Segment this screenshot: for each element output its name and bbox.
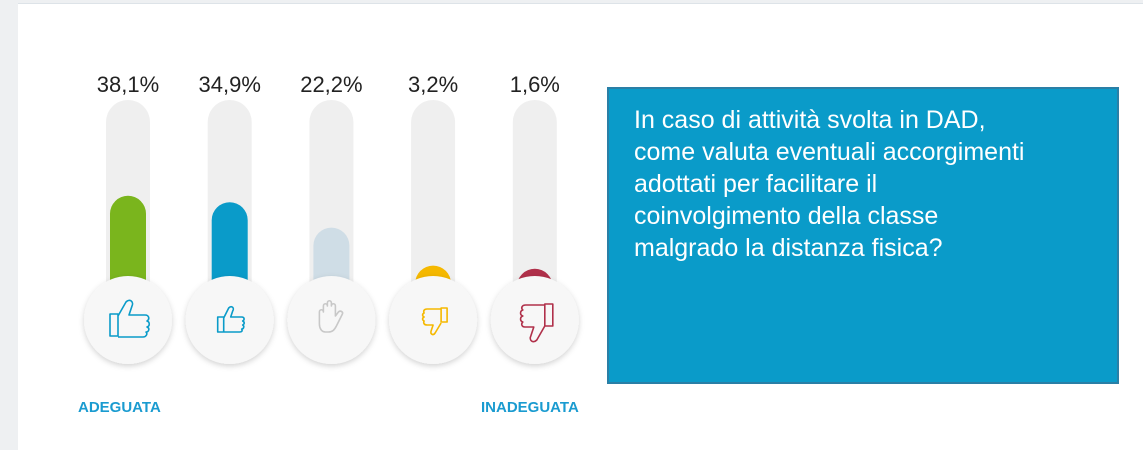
question-line: malgrado la distanza fisica? [634,234,943,262]
icon [109,299,151,338]
question-line: come valuta eventuali accorgimenti [634,138,1024,166]
left-label: ADEGUATA [78,399,161,416]
value-label: 22,2% [300,72,362,97]
icon-circle [287,276,376,364]
question-line: In caso di attività svolta in DAD, [634,106,986,134]
value-label: 3,2% [408,72,458,97]
icon-circle [84,276,172,364]
right-label: INADEGUATA [481,399,579,416]
icon [519,303,554,343]
value-label: 1,6% [510,72,560,97]
question-box [607,87,1119,384]
icon [421,307,448,336]
icon [216,305,245,333]
value-label: 34,9% [199,72,261,97]
icon-circle [490,276,579,364]
icon [318,299,344,333]
icon-circle [389,276,478,364]
question-line: adottati per facilitare il [634,170,877,198]
question-line: coinvolgimento della classe [634,202,938,230]
icon-circle [185,276,274,364]
value-label: 38,1% [97,72,159,97]
